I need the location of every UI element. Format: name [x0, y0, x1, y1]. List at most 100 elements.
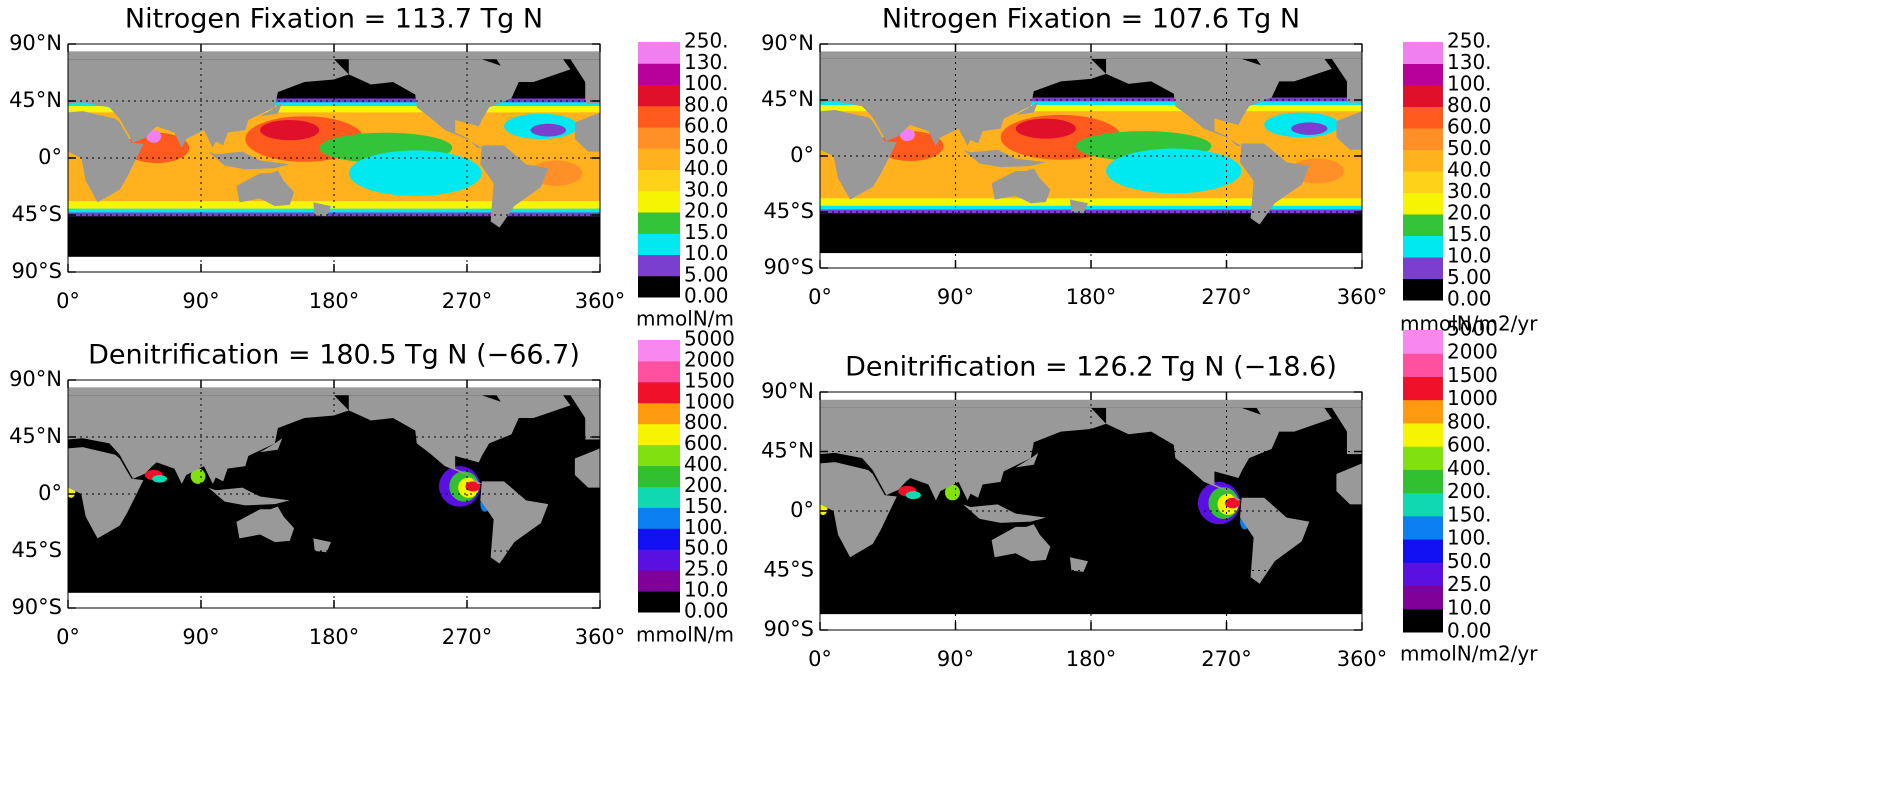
colorbar-bin: [1403, 171, 1443, 193]
land: [68, 59, 349, 148]
colorbar-label: 60.0: [684, 114, 729, 138]
y-tick-label: 90°S: [763, 617, 814, 641]
colorbar-bin: [1403, 330, 1443, 354]
colorbar-bin: [1403, 214, 1443, 236]
land: [820, 399, 1362, 408]
y-tick-label: 90°S: [763, 255, 814, 279]
colorbar-bin: [1403, 562, 1443, 587]
y-tick-label: 90°N: [761, 31, 814, 55]
x-tick-label: 360°: [575, 289, 626, 313]
land: [260, 438, 283, 453]
field-patch: [152, 475, 168, 483]
x-tick-label: 180°: [1066, 285, 1117, 309]
colorbar-bin: [1403, 42, 1443, 64]
colorbar-bin: [1403, 63, 1443, 86]
colorbar-bin: [1403, 376, 1443, 401]
colorbar-label: 800.: [684, 410, 729, 434]
y-tick-label: 0°: [38, 481, 62, 505]
colorbar-label: 600.: [1447, 433, 1492, 457]
land: [963, 504, 1046, 523]
colorbar-bin: [1403, 422, 1443, 447]
colorbar-label: 20.0: [684, 199, 729, 223]
map-panel: Denitrification = 126.2 Tg N (−18.6) 0° 90…: [761, 317, 1538, 672]
colorbar-bin: [638, 42, 680, 64]
land: [236, 170, 295, 207]
field-patch: [465, 481, 481, 492]
y-tick-label: 90°N: [761, 379, 814, 403]
land: [1069, 557, 1088, 572]
land: [480, 481, 549, 564]
field-patch: [1291, 122, 1328, 135]
colorbar-bin: [638, 233, 680, 255]
colorbar-label: 400.: [684, 452, 729, 476]
colorbar-bin: [638, 591, 680, 613]
y-tick-label: 0°: [790, 498, 814, 522]
colorbar-bin: [638, 486, 680, 508]
x-tick-label: 270°: [1201, 285, 1252, 309]
colorbar-label: 10.0: [684, 241, 729, 265]
colorbar-label: 5000: [684, 327, 735, 351]
land: [208, 151, 290, 170]
colorbar-bin: [638, 402, 680, 425]
colorbar-bin: [638, 169, 680, 192]
colorbar-bin: [1403, 85, 1443, 107]
colorbar-label: 130.: [1447, 50, 1492, 74]
colorbar-bin: [1403, 399, 1443, 424]
field-patch: [1106, 148, 1242, 194]
land: [348, 395, 519, 484]
land: [820, 58, 1107, 147]
land: [820, 462, 897, 558]
colorbar-label: 30.0: [684, 177, 729, 201]
colorbar-label: 25.0: [1447, 572, 1492, 596]
y-tick-label: 45°N: [761, 439, 814, 463]
y-tick-label: 45°S: [763, 558, 814, 582]
colorbar-label: 40.0: [684, 156, 729, 180]
map-panel: Nitrogen Fixation = 113.7 Tg N 0° 90° 180° 2…: [9, 4, 734, 331]
x-tick-label: 180°: [309, 289, 360, 313]
colorbar-label: 2000: [684, 347, 735, 371]
colorbar-bin: [638, 127, 680, 149]
colorbar-bin: [638, 212, 680, 234]
field-patch: [905, 491, 921, 500]
land: [208, 487, 290, 506]
x-tick-label: 360°: [575, 625, 626, 649]
colorbar-label: 0.00: [684, 599, 729, 623]
panel-title: Denitrification = 126.2 Tg N (−18.6): [845, 352, 1337, 383]
colorbar-bin: [1403, 149, 1443, 172]
y-tick-label: 45°S: [11, 202, 62, 226]
x-tick-label: 180°: [1066, 647, 1117, 671]
land: [1069, 199, 1088, 214]
x-tick-label: 270°: [1201, 647, 1252, 671]
map-field: [68, 51, 600, 257]
land: [313, 202, 332, 217]
colorbar-label: 150.: [1447, 502, 1492, 526]
colorbar-label: 1000: [1447, 386, 1498, 410]
land: [820, 407, 1107, 501]
colorbar-bin: [638, 340, 680, 362]
colorbar-label: 800.: [1447, 409, 1492, 433]
colorbar-label: 100.: [1447, 72, 1492, 96]
colorbar-label: 10.0: [684, 578, 729, 602]
colorbar-bin: [1403, 446, 1443, 470]
plot-frame: [67, 379, 601, 609]
y-tick-label: 0°: [790, 143, 814, 167]
land: [1331, 407, 1362, 455]
panel-title: Nitrogen Fixation = 107.6 Tg N: [882, 4, 1300, 35]
field-patch: [1015, 118, 1076, 139]
colorbar-label: 400.: [1447, 456, 1492, 480]
colorbar-label: 40.0: [1447, 158, 1492, 182]
colorbar-label: 10.0: [1447, 244, 1492, 268]
colorbar-label: 1500: [1447, 363, 1498, 387]
land: [496, 395, 571, 418]
colorbar-label: 50.0: [1447, 549, 1492, 573]
land: [570, 59, 600, 104]
y-tick-label: 45°N: [761, 87, 814, 111]
x-tick-label: 0°: [808, 285, 832, 309]
plot-frame: [67, 43, 601, 273]
colorbar-label: 30.0: [1447, 179, 1492, 203]
y-tick-label: 45°S: [763, 199, 814, 223]
colorbar-label: 100.: [1447, 526, 1492, 550]
colorbar-label: 20.0: [1447, 201, 1492, 225]
colorbar-bin: [1403, 608, 1443, 633]
